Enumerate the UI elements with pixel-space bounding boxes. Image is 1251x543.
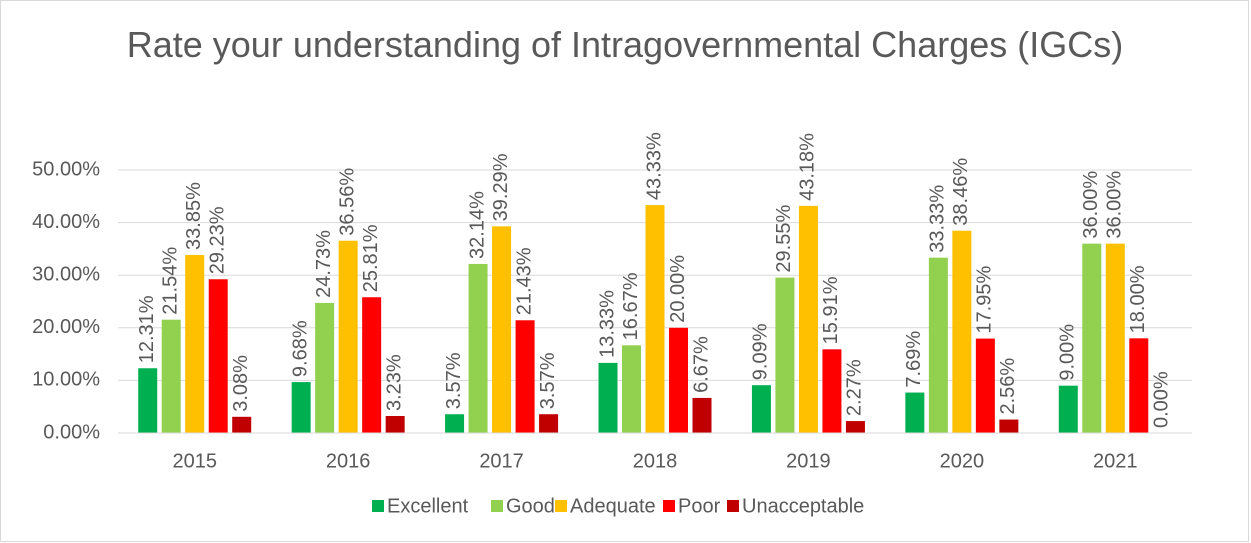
y-tick-label: 20.00% [32,316,100,338]
legend-label: Poor [678,495,721,517]
bar [385,416,405,433]
data-label: 3.23% [383,354,405,411]
data-label: 3.57% [537,352,559,409]
bar [185,254,205,433]
bar [692,397,712,433]
bar [1105,243,1125,433]
data-label: 9.68% [289,320,311,377]
data-label: 29.23% [206,206,228,274]
legend-swatch [555,500,567,512]
bar [232,416,252,433]
data-label: 16.67% [620,272,642,340]
legend-label: Adequate [570,495,656,517]
data-label: 25.81% [360,224,382,292]
bar [515,320,535,433]
x-tick-label: 2016 [326,450,371,472]
x-tick-label: 2017 [479,450,524,472]
data-label: 21.43% [513,247,535,315]
data-label: 21.54% [159,247,181,315]
data-label: 39.29% [490,153,512,221]
bar [1082,243,1102,433]
data-label: 32.14% [466,191,488,259]
data-label: 6.67% [690,336,712,393]
legend-label: Good [506,495,555,517]
bar [751,385,771,433]
data-label: 20.00% [667,255,689,323]
legend-label: Unacceptable [742,495,864,517]
data-label: 38.46% [950,158,972,226]
legend-swatch [663,500,675,512]
legend-swatch [491,500,503,512]
data-label: 36.00% [1104,171,1126,239]
data-label: 29.55% [773,205,795,273]
bar [999,419,1019,433]
bar [905,392,925,433]
bar [1058,385,1078,433]
bar [208,279,228,433]
data-label: 43.33% [643,132,665,200]
legend-label: Excellent [387,495,469,517]
y-tick-label: 0.00% [43,421,100,443]
data-label: 36.56% [336,168,358,236]
data-label: 3.57% [443,352,465,409]
bar [598,362,618,433]
data-label: 12.31% [136,295,158,363]
bar [669,327,688,433]
bar [622,345,641,433]
bar [952,230,972,433]
bar [315,302,335,433]
data-label: 7.69% [903,331,925,388]
chart-title: Rate your understanding of Intragovernme… [126,24,1124,65]
data-label: 33.85% [183,182,205,250]
data-label: 17.95% [974,266,996,334]
bar [928,257,948,433]
data-label: 15.91% [820,276,842,344]
bar [822,349,842,433]
data-label: 3.08% [230,355,252,412]
bar [291,382,311,433]
x-tick-label: 2015 [172,450,217,472]
bar [539,414,559,433]
bar [845,421,865,433]
bar [645,205,665,433]
bar [445,414,465,433]
data-label: 2.27% [844,359,866,416]
y-tick-label: 10.00% [32,369,100,391]
legend-swatch [727,500,739,512]
data-label: 2.56% [997,358,1019,415]
x-tick-label: 2020 [940,450,985,472]
bar [161,319,181,433]
data-label: 13.33% [596,290,618,358]
data-label: 9.09% [750,323,772,380]
bar [1129,338,1149,433]
y-tick-label: 40.00% [32,211,100,233]
bar [468,263,488,433]
x-tick-label: 2018 [633,450,678,472]
x-tick-label: 2021 [1093,450,1138,472]
y-tick-label: 50.00% [32,158,100,180]
x-tick-label: 2019 [786,450,831,472]
bar [775,277,795,433]
data-label: 36.00% [1080,171,1102,239]
data-label: 9.00% [1057,324,1079,381]
bar [975,338,995,433]
data-label: 33.33% [927,185,949,253]
data-label: 0.00% [1151,371,1173,428]
data-label: 43.18% [797,133,819,201]
legend-swatch [372,500,384,512]
bar [492,226,512,433]
y-tick-label: 30.00% [32,263,100,285]
bar [798,205,818,433]
data-label: 24.73% [313,230,335,298]
bar [362,297,382,433]
data-label: 18.00% [1127,265,1149,333]
bar [338,240,358,433]
bar [138,368,158,433]
